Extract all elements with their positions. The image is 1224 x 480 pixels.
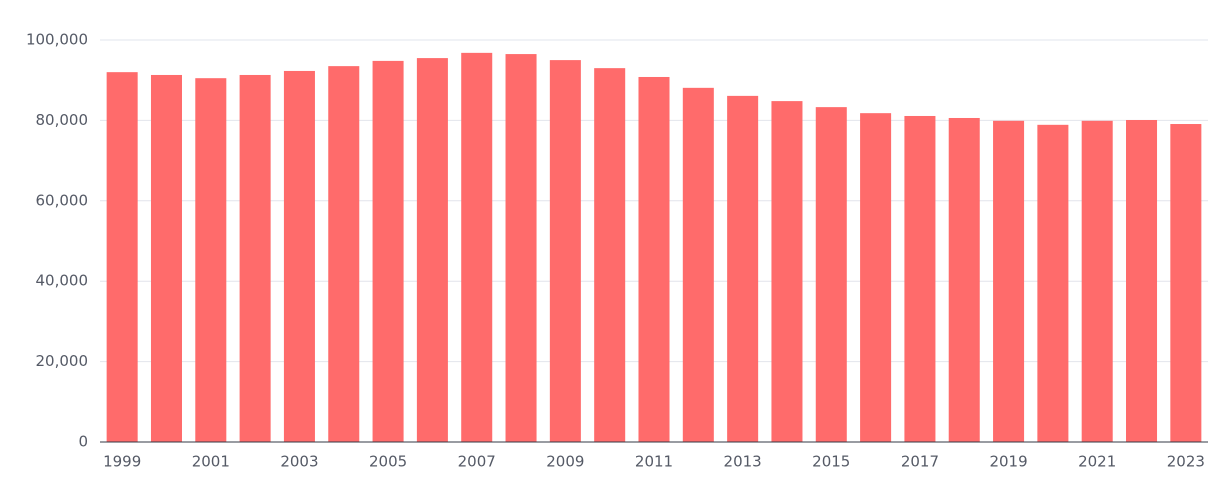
bar (948, 117, 980, 442)
bar (1170, 124, 1202, 442)
y-tick-label: 20,000 (36, 352, 89, 370)
bar (283, 70, 315, 442)
y-tick-label: 40,000 (36, 272, 89, 290)
x-tick-label: 2001 (192, 453, 230, 471)
bar (328, 66, 360, 442)
x-tick-label: 2023 (1167, 453, 1205, 471)
bar (1081, 120, 1113, 442)
x-tick-label: 2011 (635, 453, 673, 471)
y-tick-label: 100,000 (26, 31, 88, 49)
x-tick-label: 2005 (369, 453, 407, 471)
bar (1037, 124, 1069, 443)
bar (461, 52, 493, 442)
x-tick-label: 2003 (280, 453, 318, 471)
x-tick-label: 2017 (901, 453, 939, 471)
bar (195, 78, 227, 442)
bar (638, 76, 670, 442)
bar (549, 60, 581, 442)
bar (150, 74, 182, 442)
bar (860, 113, 892, 442)
y-tick-label: 0 (78, 433, 88, 451)
x-tick-label: 2013 (724, 453, 762, 471)
bar (594, 68, 626, 442)
bar (372, 60, 404, 443)
x-tick-label: 2007 (458, 453, 496, 471)
bar (1126, 119, 1158, 443)
bar (505, 54, 537, 442)
y-tick-label: 80,000 (36, 111, 89, 129)
bar (239, 74, 271, 442)
bar (727, 95, 759, 443)
bar (993, 120, 1025, 442)
bar (106, 72, 138, 442)
x-tick-label: 1999 (103, 453, 141, 471)
x-tick-label: 2015 (812, 453, 850, 471)
x-tick-label: 2009 (546, 453, 584, 471)
bar (416, 58, 448, 443)
x-tick-label: 2021 (1078, 453, 1116, 471)
bar (682, 87, 714, 442)
x-tick-label: 2019 (989, 453, 1027, 471)
bar (904, 115, 936, 442)
bar (771, 101, 803, 442)
y-tick-label: 60,000 (36, 191, 89, 209)
bar (815, 107, 847, 442)
